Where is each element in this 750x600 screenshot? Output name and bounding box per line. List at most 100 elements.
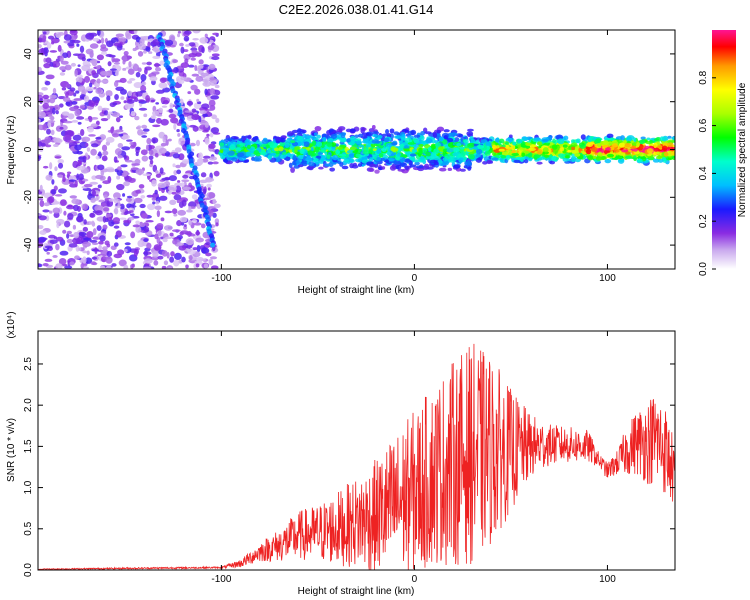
spectrogram-cell — [99, 235, 106, 242]
spectrogram-cell — [193, 190, 198, 193]
spectrogram-cell — [61, 111, 70, 116]
spectrogram-cell — [58, 31, 65, 36]
spectrogram-cell — [59, 126, 64, 130]
spectrogram-cell — [81, 56, 86, 62]
spectrogram-y-label: Frequency (Hz) — [6, 116, 17, 185]
spectrogram-cell — [499, 157, 504, 163]
spectrogram-cell — [117, 155, 123, 159]
spectrogram-cell — [486, 159, 491, 163]
spectrogram-cell — [223, 148, 230, 153]
spectrogram-cell — [472, 146, 478, 150]
spectrogram-cell — [162, 135, 166, 143]
spectrogram-cell — [211, 114, 218, 120]
colorbar-tick-label: 0.0 — [698, 262, 709, 276]
spectrogram-cell — [125, 159, 133, 163]
spectrogram-cell — [562, 144, 568, 148]
spectrogram-cell — [134, 158, 141, 165]
spectrogram-cell — [38, 236, 47, 243]
spectrogram-cell — [133, 63, 138, 70]
spectrogram-cell — [98, 244, 102, 251]
spectrogram-cell — [168, 113, 177, 119]
spectrogram-cell — [107, 113, 111, 120]
spectrogram-cell — [127, 90, 133, 97]
spectrogram-cell — [77, 160, 82, 165]
spectrogram-cell — [176, 123, 183, 126]
spectrogram-cell — [145, 46, 151, 52]
spectrogram-cell — [296, 128, 302, 134]
spectrogram-cell — [247, 134, 252, 140]
spectrogram-cell — [609, 137, 615, 142]
spectrogram-cell — [184, 110, 192, 113]
spectrogram-cell — [198, 258, 207, 262]
spectrogram-cell — [536, 141, 543, 146]
spectrogram-cell — [130, 264, 134, 269]
spectrogram-cell — [143, 250, 148, 257]
spectrogram-cell — [68, 179, 76, 182]
spectrogram-cell — [210, 265, 219, 269]
spectrogram-cell — [115, 129, 124, 133]
spectrogram-cell — [66, 171, 72, 175]
spectrogram-cell — [90, 143, 99, 148]
spectrogram-cell — [152, 201, 156, 205]
spectrogram-cell — [86, 230, 94, 239]
spectrogram-cell — [92, 228, 97, 236]
spectrogram-cell — [413, 134, 421, 138]
spectrogram-cell — [652, 158, 660, 163]
spectrogram-cell — [105, 256, 113, 264]
spectrogram-cell — [71, 101, 78, 105]
spectrogram-cell — [597, 151, 603, 158]
spectrogram-cell — [142, 173, 151, 177]
spectrogram-cell — [154, 153, 159, 158]
spectrogram-cell — [185, 44, 190, 47]
spectrogram-cell — [49, 239, 58, 244]
snr-y-tick-label: 1.0 — [23, 480, 34, 494]
spectrogram-cell — [571, 150, 577, 154]
spectrogram-cell — [49, 97, 56, 104]
spectrogram-cell — [132, 224, 141, 228]
spectrogram-cell — [212, 161, 219, 165]
spectrogram-cell — [290, 167, 295, 173]
spectrogram-cell — [106, 250, 113, 257]
spectrogram-cell — [372, 131, 380, 135]
spectrogram-cell — [70, 62, 76, 67]
spectrogram-cell — [397, 168, 405, 172]
spectrogram-cell — [82, 203, 89, 210]
spectrogram-cell — [140, 85, 147, 92]
spectrogram-cell — [667, 139, 675, 144]
spectrogram-cell — [322, 136, 327, 142]
spectrogram-cell — [330, 134, 338, 140]
spectrogram-cell — [517, 139, 523, 144]
spectrogram-cell — [45, 57, 52, 64]
spectrogram-cell — [452, 156, 460, 161]
spectrogram-cell — [51, 179, 55, 185]
spectrogram-cell — [511, 152, 519, 157]
spectrogram-cell — [191, 219, 198, 224]
spectrogram-cell — [146, 194, 154, 198]
spectrogram-cell — [57, 44, 62, 52]
spectrogram-cell — [195, 237, 204, 243]
snr-x-label: Height of straight line (km) — [298, 586, 415, 597]
spectrogram-cell — [65, 101, 71, 106]
spectrogram-cell — [176, 128, 180, 133]
spectrogram-cell — [195, 75, 204, 82]
spectrogram-cell — [39, 97, 43, 105]
spectrogram-cell — [384, 159, 390, 164]
spectrogram-cell — [129, 141, 135, 146]
spectrogram-cell — [46, 42, 52, 49]
spectrogram-cell — [111, 133, 120, 138]
spectrogram-cell — [177, 209, 187, 216]
spectrogram-cell — [498, 148, 505, 152]
spectrogram-cell — [72, 160, 79, 169]
spectrogram-cell — [297, 164, 304, 168]
spectrogram-cell — [636, 142, 641, 148]
spectrogram-cell — [48, 234, 56, 239]
snr-x-tick-label: -100 — [211, 574, 231, 585]
spectrogram-cell — [368, 167, 375, 172]
spectrogram-cell — [138, 107, 148, 111]
spectrogram-cell — [101, 155, 108, 162]
spectrogram-cell — [303, 141, 310, 148]
spectrogram-cell — [231, 157, 238, 162]
spectrogram-cell — [190, 57, 196, 61]
spectrogram-heatmap — [38, 30, 675, 269]
spectrogram-cell — [94, 210, 103, 216]
